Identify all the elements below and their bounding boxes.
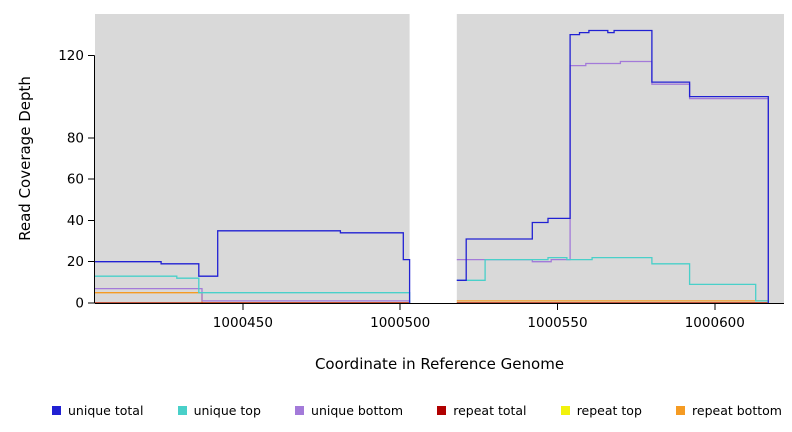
- legend-label: repeat total: [453, 402, 527, 418]
- chart-legend: unique total unique top unique bottom repea…: [52, 400, 782, 420]
- y-tick-label: 120: [58, 48, 84, 64]
- x-tick-label: 1000450: [213, 315, 273, 331]
- legend-item-unique-top: unique top: [177, 402, 261, 418]
- y-tick-label: 60: [67, 172, 84, 188]
- y-tick-label: 0: [75, 296, 84, 312]
- y-axis-title: Read Coverage Depth: [16, 76, 34, 241]
- legend-item-repeat-total: repeat total: [437, 402, 527, 418]
- y-tick-label: 40: [67, 213, 84, 229]
- series-unique-top-line: [456, 256, 769, 303]
- y-tick-label: 20: [67, 254, 84, 270]
- x-tick-label: 1000550: [527, 315, 587, 331]
- legend-swatch-repeat-top: [560, 405, 570, 415]
- x-tick-label: 1000500: [370, 315, 430, 331]
- legend-label: repeat bottom: [692, 402, 782, 418]
- legend-label: unique top: [193, 402, 261, 418]
- series-unique-total-line: [456, 29, 769, 303]
- legend-label: unique total: [68, 402, 144, 418]
- legend-swatch-unique-total: [52, 405, 61, 415]
- legend-label: unique bottom: [311, 402, 404, 418]
- legend-swatch-unique-bottom: [295, 405, 305, 415]
- legend-swatch-unique-top: [177, 405, 187, 415]
- legend-item-unique-bottom: unique bottom: [295, 403, 403, 418]
- legend-item-repeat-bottom: repeat bottom: [676, 403, 782, 418]
- chart-canvas: 1000450 1000500 1000550 1000600 0 20 40 60 80 120…: [16, 14, 784, 373]
- legend-label: repeat top: [576, 402, 642, 418]
- y-tick-label: 80: [67, 130, 84, 146]
- x-tick-label: 1000600: [685, 315, 745, 331]
- series-unique-total-line: [95, 230, 411, 303]
- legend-item-unique-total: unique total: [52, 403, 143, 418]
- axes: 1000450 1000500 1000550 1000600 0 20 40 60 80 120: [58, 48, 784, 331]
- legend-item-repeat-top: repeat top: [560, 402, 642, 418]
- x-axis-title: Coordinate in Reference Genome: [315, 355, 564, 373]
- no-data-gap-region: [409, 14, 457, 303]
- legend-swatch-repeat-total: [437, 405, 447, 415]
- legend-swatch-repeat-bottom: [676, 405, 686, 415]
